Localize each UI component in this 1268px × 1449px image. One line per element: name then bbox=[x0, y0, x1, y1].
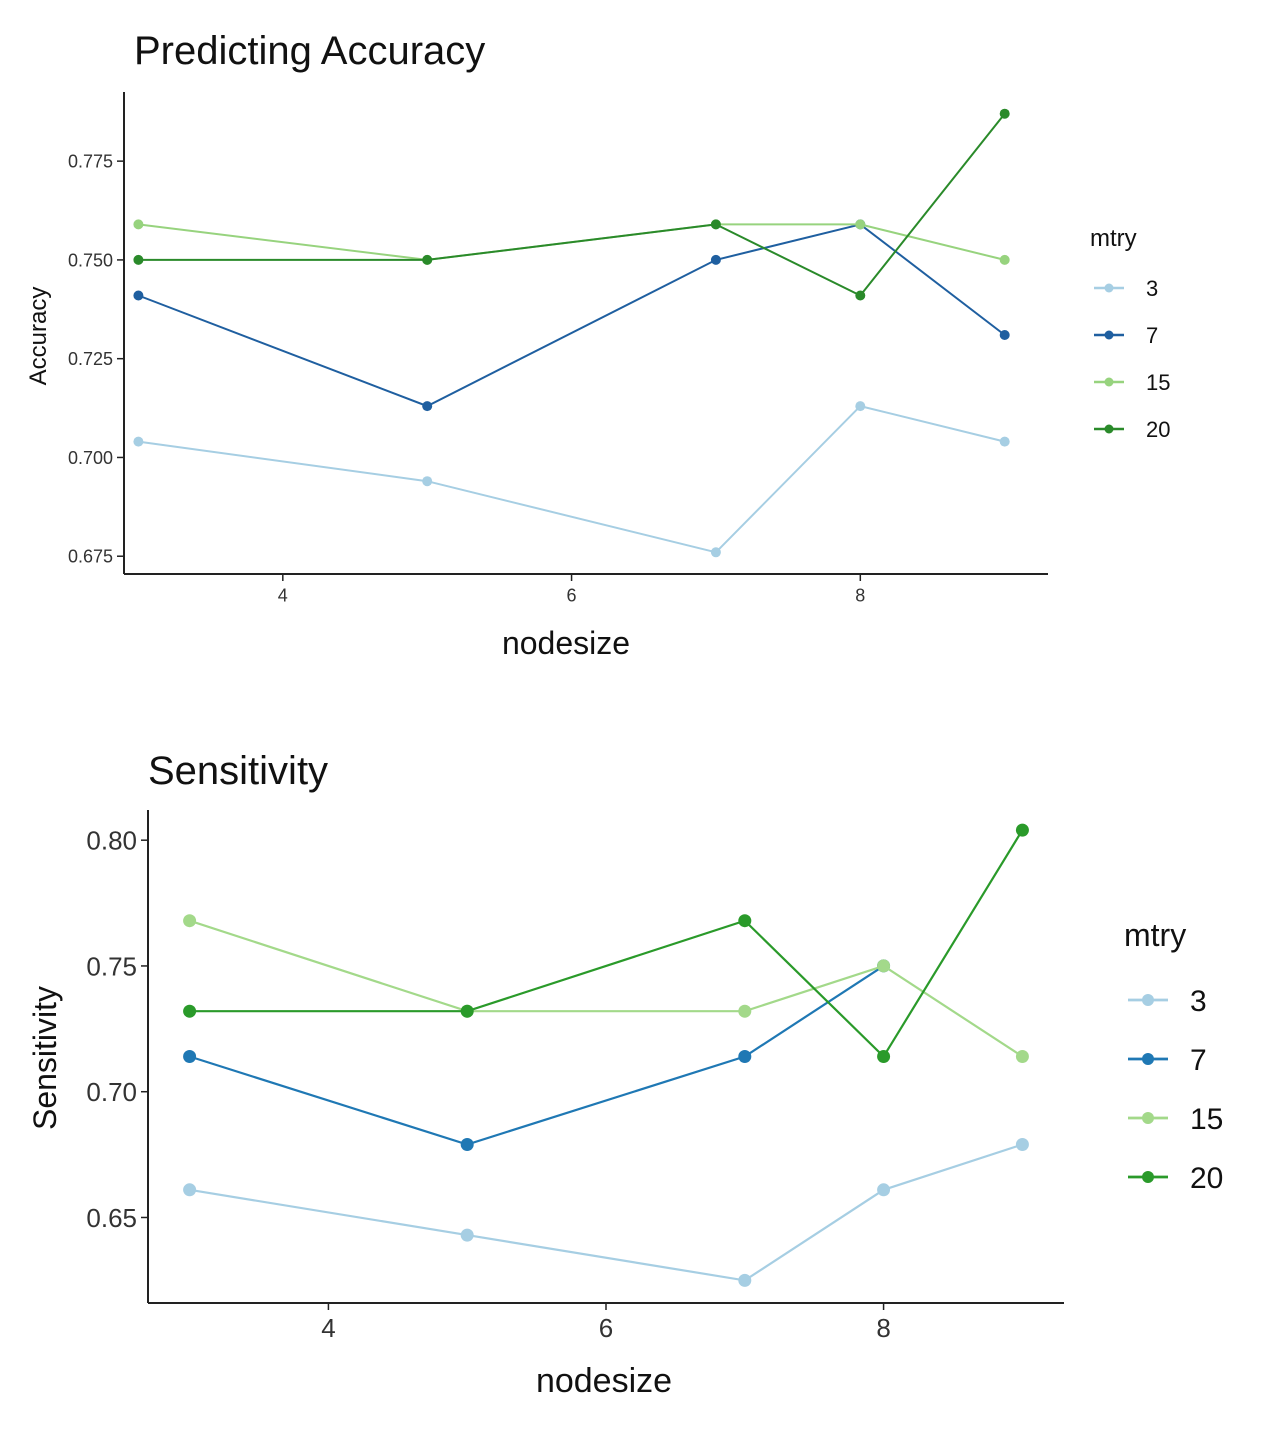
data-point bbox=[710, 547, 721, 558]
data-point bbox=[999, 108, 1010, 119]
legend-label: 15 bbox=[1146, 370, 1170, 395]
data-point bbox=[999, 436, 1010, 447]
data-point bbox=[460, 1228, 474, 1242]
series-mtry-3 bbox=[133, 401, 1010, 558]
legend: mtry 3 7 15 20 bbox=[1090, 225, 1170, 442]
legend-key-point bbox=[1142, 1053, 1154, 1065]
data-point bbox=[877, 1183, 891, 1197]
series-mtry-15 bbox=[183, 914, 1029, 1063]
y-tick-label: 0.675 bbox=[68, 547, 113, 567]
series-line bbox=[189, 919, 1024, 1058]
legend-key-point bbox=[1104, 330, 1114, 340]
data-point bbox=[460, 1004, 474, 1018]
data-point bbox=[133, 254, 144, 265]
data-point bbox=[738, 914, 752, 928]
legend-label: 20 bbox=[1190, 1162, 1223, 1195]
data-point bbox=[183, 1004, 197, 1018]
x-tick-label: 4 bbox=[278, 585, 288, 605]
legend-key-point bbox=[1104, 377, 1114, 387]
data-point bbox=[1015, 823, 1029, 837]
y-tick-label: 0.700 bbox=[68, 448, 113, 468]
data-point bbox=[738, 1004, 752, 1018]
legend-key-point bbox=[1104, 424, 1114, 434]
y-tick-label: 0.75 bbox=[86, 951, 137, 981]
data-point bbox=[1015, 1050, 1029, 1063]
chart-title: Predicting Accuracy bbox=[134, 29, 485, 73]
data-point bbox=[877, 959, 891, 973]
x-tick-label: 8 bbox=[876, 1313, 890, 1343]
data-point bbox=[999, 254, 1010, 265]
y-tick-label: 0.775 bbox=[68, 152, 113, 172]
x-tick-label: 4 bbox=[321, 1313, 335, 1343]
legend-label: 7 bbox=[1190, 1044, 1207, 1077]
data-point bbox=[183, 914, 197, 928]
legend-label: 15 bbox=[1190, 1103, 1223, 1136]
y-axis-label: Accuracy bbox=[25, 287, 52, 386]
series-line bbox=[138, 113, 1006, 297]
legend-title: mtry bbox=[1090, 225, 1137, 252]
data-point bbox=[710, 219, 721, 230]
series-mtry-3 bbox=[183, 1138, 1029, 1287]
legend-key-point bbox=[1142, 994, 1154, 1006]
data-point bbox=[460, 1138, 474, 1151]
data-point bbox=[183, 1183, 197, 1197]
legend-key-point bbox=[1142, 1112, 1154, 1124]
x-tick-label: 8 bbox=[855, 585, 865, 605]
series-line bbox=[138, 404, 1005, 554]
series-line bbox=[138, 223, 1006, 408]
y-tick-label: 0.80 bbox=[86, 826, 137, 856]
data-point bbox=[877, 1050, 891, 1063]
data-point bbox=[855, 290, 866, 301]
legend-label: 20 bbox=[1146, 417, 1170, 442]
chart-panel-1: Predicting Accuracy 0.675 0.700 0.725 0.750 0… bbox=[25, 29, 1170, 661]
y-tick-label: 0.65 bbox=[86, 1203, 137, 1233]
chart-title: Sensitivity bbox=[148, 749, 328, 793]
data-point bbox=[422, 476, 433, 487]
legend-label: 3 bbox=[1190, 985, 1207, 1018]
data-point bbox=[133, 219, 144, 230]
x-axis-label: nodesize bbox=[502, 625, 630, 661]
series-mtry-20 bbox=[133, 108, 1010, 301]
y-tick-label: 0.70 bbox=[86, 1077, 137, 1107]
x-axis-label: nodesize bbox=[536, 1362, 672, 1400]
data-point bbox=[422, 254, 433, 265]
legend-key-point bbox=[1104, 283, 1114, 293]
data-point bbox=[738, 1050, 752, 1063]
y-axis-label: Sensitivity bbox=[27, 986, 63, 1130]
data-point bbox=[183, 1050, 197, 1063]
data-point bbox=[738, 1273, 752, 1287]
series-line bbox=[189, 829, 1024, 1059]
x-tick-label: 6 bbox=[567, 585, 577, 605]
data-point bbox=[133, 290, 144, 301]
y-tick-label: 0.750 bbox=[68, 250, 113, 270]
data-point bbox=[422, 401, 433, 412]
chart-panel-2: Sensitivity 0.65 0.70 0.75 0.80 4 6 8 nodesize Se… bbox=[27, 749, 1223, 1400]
data-point bbox=[133, 436, 144, 447]
series-mtry-7 bbox=[133, 219, 1010, 412]
series-line bbox=[189, 964, 885, 1146]
legend-label: 3 bbox=[1146, 276, 1158, 301]
legend-key-point bbox=[1142, 1171, 1154, 1183]
data-point bbox=[855, 219, 866, 230]
y-tick-label: 0.725 bbox=[68, 349, 113, 369]
x-tick-label: 6 bbox=[599, 1313, 613, 1343]
data-point bbox=[855, 401, 866, 412]
series-mtry-20 bbox=[183, 823, 1029, 1063]
data-point bbox=[999, 330, 1010, 340]
series-line bbox=[189, 1143, 1023, 1282]
data-point bbox=[710, 254, 721, 265]
legend-label: 7 bbox=[1146, 323, 1158, 348]
data-point bbox=[1015, 1138, 1029, 1151]
legend-title: mtry bbox=[1124, 917, 1186, 953]
